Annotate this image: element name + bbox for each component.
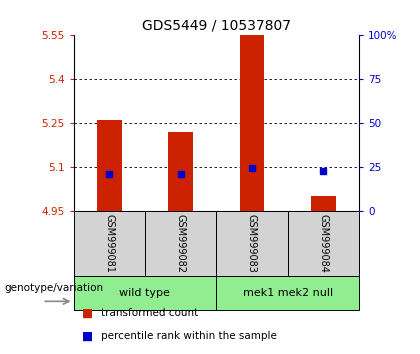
Text: GSM999084: GSM999084 [318,214,328,273]
Bar [74,276,216,310]
Text: transformed count: transformed count [101,308,198,318]
Bar [311,196,336,211]
Text: mek1 mek2 null: mek1 mek2 null [243,288,333,298]
Text: percentile rank within the sample: percentile rank within the sample [101,331,277,341]
Bar [216,276,359,310]
Text: GSM999081: GSM999081 [104,214,114,273]
Text: ■: ■ [82,330,93,343]
Bar [168,132,193,211]
Text: GSM999083: GSM999083 [247,214,257,273]
Title: GDS5449 / 10537807: GDS5449 / 10537807 [142,19,291,33]
Bar [288,211,359,276]
Text: wild type: wild type [119,288,171,298]
Bar [145,211,216,276]
Bar [97,120,122,211]
Bar [239,35,265,211]
Text: ■: ■ [82,307,93,320]
Bar [216,211,288,276]
Text: genotype/variation: genotype/variation [4,282,103,293]
Bar [74,211,145,276]
Text: GSM999082: GSM999082 [176,214,186,273]
